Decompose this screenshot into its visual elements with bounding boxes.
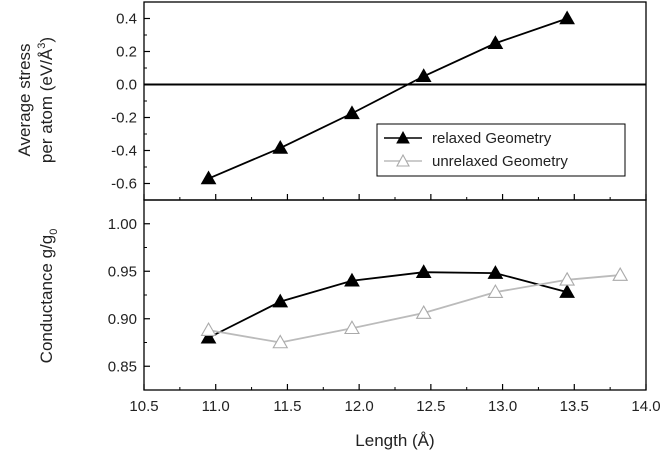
x-ticks: 10.5 11.0 11.5 12.0 12.5 13.0 13.5 14.0 (129, 194, 661, 415)
bottom-series-unrelaxed-point (272, 334, 289, 349)
bottom-series-relaxed-point (487, 265, 504, 279)
bottom-y-ticks: 0.85 0.90 0.95 1.00 (108, 216, 150, 375)
top-series-relaxed-point (487, 35, 504, 49)
bottom-series-relaxed-point (559, 284, 575, 298)
x-tick-label: 14.0 (631, 398, 660, 415)
top-series-relaxed-point (344, 105, 360, 120)
bottom-series-group (200, 264, 629, 349)
bottom-y-tick-label: 1.00 (108, 216, 137, 233)
bottom-series-unrelaxed-point (200, 322, 217, 336)
top-y-axis-title-line2: per atom (eV/Å3) (36, 37, 56, 163)
bottom-series-relaxed-point (415, 264, 432, 278)
top-y-axis-title-sup: 3 (36, 43, 48, 49)
x-tick-label: 10.5 (129, 398, 158, 415)
legend-label-relaxed: relaxed Geometry (432, 130, 552, 147)
top-y-tick-label: -0.6 (111, 176, 137, 193)
legend-label-unrelaxed: unrelaxed Geometry (432, 153, 568, 170)
top-series-relaxed-point (200, 170, 217, 185)
bottom-y-tick-label: 0.95 (108, 263, 137, 280)
top-series-group (200, 10, 575, 185)
top-y-tick-label: -0.2 (111, 110, 137, 127)
bottom-series-relaxed-point (200, 329, 217, 344)
legend: relaxed Geometry unrelaxed Geometry (376, 123, 626, 177)
bottom-series-unrelaxed-point (344, 320, 360, 335)
x-tick-label: 13.5 (560, 398, 589, 415)
top-series-relaxed-point (272, 140, 289, 154)
bottom-series-unrelaxed-point (559, 271, 576, 286)
bottom-y-tick-label: 0.85 (108, 358, 137, 375)
top-series-relaxed-point (415, 68, 432, 82)
top-y-tick-label: 0.0 (116, 77, 137, 94)
top-y-tick-label: -0.4 (111, 143, 137, 160)
bottom-series-relaxed-line (208, 271, 568, 339)
bottom-series-relaxed-point (272, 293, 289, 308)
top-y-tick-label: 0.4 (116, 11, 137, 28)
top-y-ticks: -0.6 -0.4 -0.2 0.0 0.2 0.4 (111, 11, 150, 193)
x-tick-label: 11.0 (202, 398, 230, 415)
top-y-axis-title-line2-main: per atom (eV/Å (37, 48, 56, 163)
x-axis-title: Length (Å) (355, 431, 434, 450)
bottom-y-axis-title-main: Conductance g/g (37, 235, 56, 364)
bottom-series-relaxed-point (344, 272, 360, 287)
bottom-y-tick-label: 0.90 (108, 311, 137, 328)
top-y-tick-label: 0.2 (116, 44, 137, 61)
legend-box (376, 123, 626, 177)
bottom-series-unrelaxed-point (487, 284, 504, 298)
bottom-y-axis-title-text: Conductance g/g0 (37, 229, 60, 364)
x-tick-label: 12.5 (416, 398, 445, 415)
bottom-y-axis-title-sub: 0 (48, 229, 60, 235)
top-series-relaxed-point (559, 10, 575, 25)
top-y-axis-title-close: ) (37, 37, 56, 43)
top-y-axis-title-line1: Average stress (15, 43, 34, 156)
top-y-axis-title: Average stress per atom (eV/Å3) (15, 37, 56, 163)
legend-marker-unrelaxed (396, 153, 410, 167)
bottom-series-unrelaxed-point (612, 266, 629, 281)
bottom-y-axis-title: Conductance g/g0 (37, 229, 60, 364)
x-tick-label: 11.5 (273, 398, 301, 415)
bottom-series-unrelaxed-point (415, 304, 432, 319)
bottom-series-unrelaxed-line (208, 274, 621, 344)
top-series-relaxed-line (208, 17, 568, 180)
legend-marker-relaxed (396, 130, 410, 144)
x-tick-label: 13.0 (488, 398, 517, 415)
x-tick-label: 12.0 (345, 398, 374, 415)
